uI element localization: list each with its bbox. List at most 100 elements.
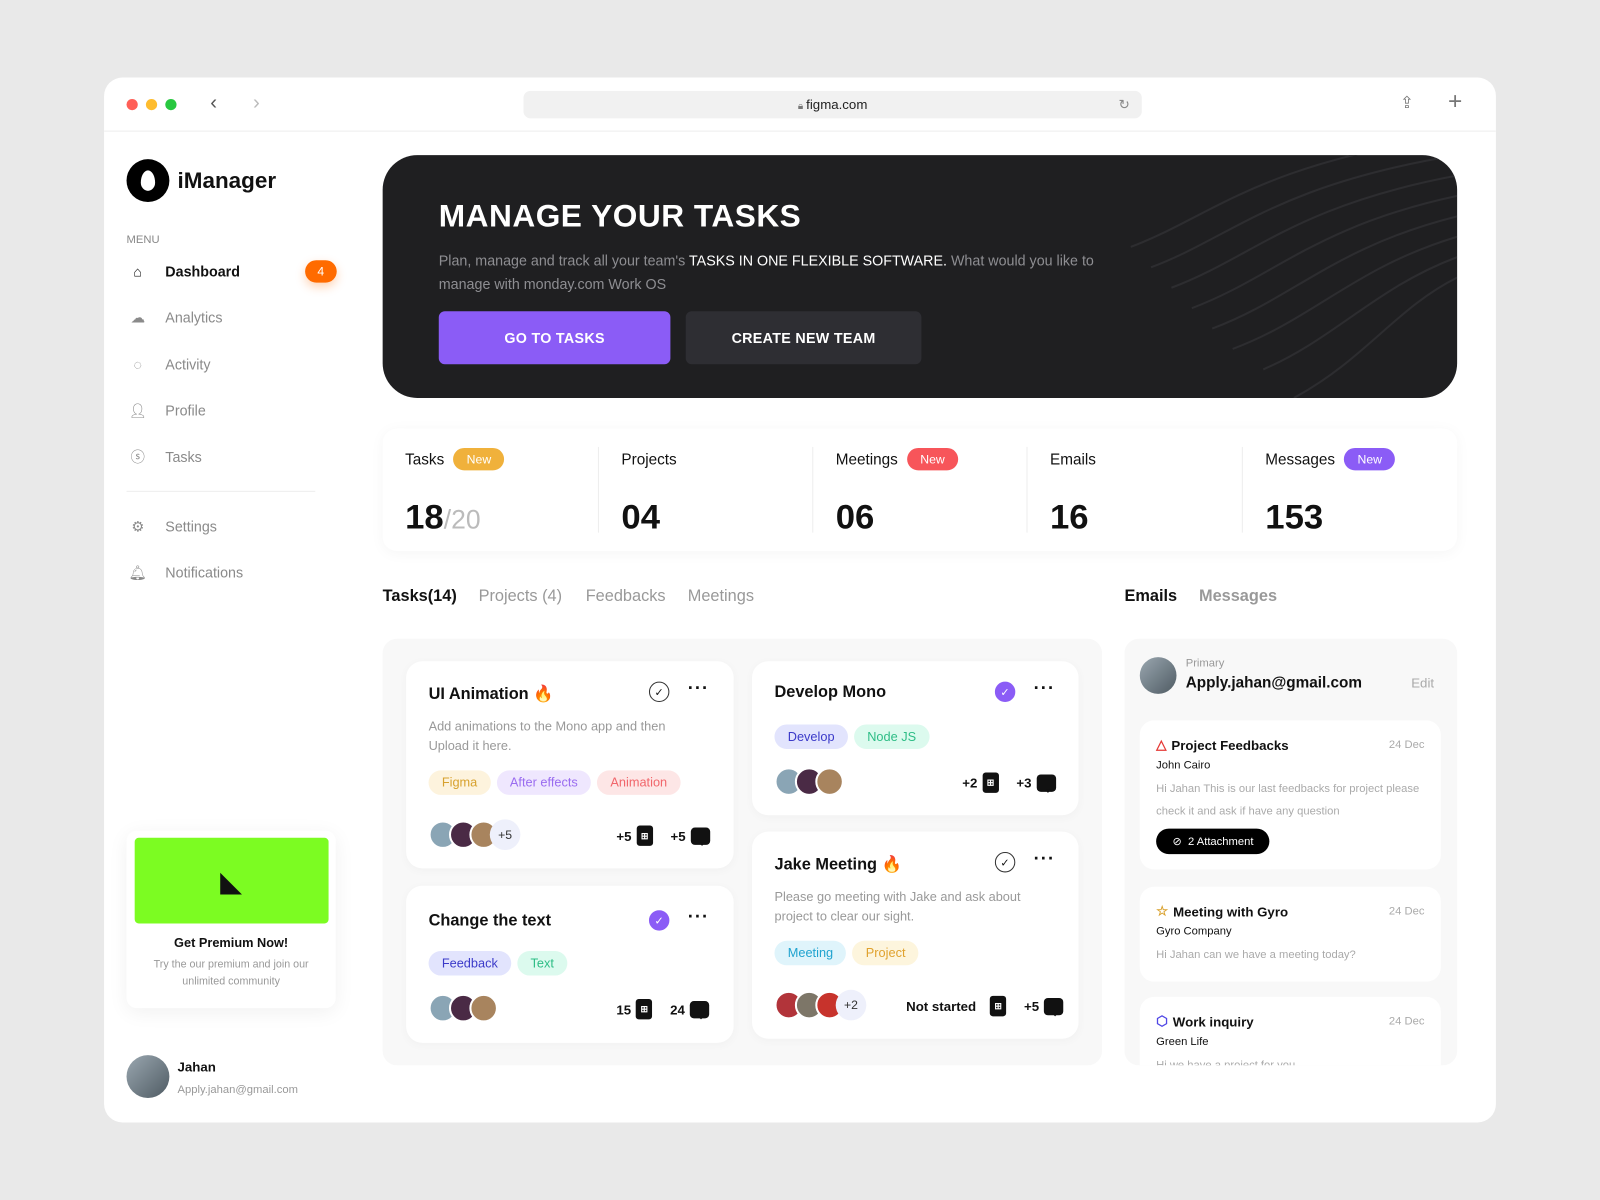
- tab-feedbacks[interactable]: Feedbacks: [585, 587, 666, 606]
- file-icon: ⊞: [636, 998, 653, 1020]
- dashboard-badge: 4: [305, 260, 337, 283]
- task-card[interactable]: Develop Mono ✓ ··· Develop Node JS +2 ⊞ +3: [752, 661, 1079, 816]
- minimize-window-button[interactable]: [145, 98, 158, 111]
- stat-tasks[interactable]: Tasks New 18/20: [383, 429, 597, 551]
- go-to-tasks-button[interactable]: GO TO TASKS: [438, 311, 671, 365]
- sidebar-item-settings[interactable]: ⚙︎ Settings: [127, 511, 341, 542]
- tab-projects[interactable]: Projects (4): [478, 587, 563, 606]
- brand-logo[interactable]: iManager: [126, 159, 277, 203]
- tab-messages[interactable]: Messages: [1198, 587, 1278, 606]
- stat-projects[interactable]: Projects 04: [599, 429, 813, 551]
- task-tags: Develop Node JS: [774, 724, 935, 749]
- tasks-panel: UI Animation 🔥 ✓ ··· Add animations to t…: [382, 638, 1103, 1066]
- tab-emails[interactable]: Emails: [1124, 587, 1178, 606]
- user-email: Apply.jahan@gmail.com: [177, 1083, 298, 1096]
- email-item[interactable]: ☆ Meeting with Gyro 24 Dec Gyro Company H…: [1139, 886, 1441, 982]
- assignees[interactable]: +5: [428, 819, 521, 850]
- sidebar-item-analytics[interactable]: ☁︎ Analytics: [127, 302, 341, 333]
- tag[interactable]: Feedback: [428, 951, 512, 976]
- email-sender: Gyro Company: [1156, 925, 1232, 938]
- stat-meetings[interactable]: Meetings New 06: [813, 429, 1027, 551]
- sidebar-item-label: Profile: [165, 402, 206, 419]
- tag[interactable]: Meeting: [774, 940, 847, 966]
- email-title: Work inquiry: [1172, 1013, 1254, 1030]
- complete-checkbox[interactable]: ✓: [648, 681, 670, 703]
- reload-icon[interactable]: ↻: [1118, 96, 1130, 113]
- banner-text-highlight: TASKS IN ONE FLEXIBLE SOFTWARE.: [688, 252, 947, 269]
- sidebar-item-profile[interactable]: 👤︎ Profile: [127, 395, 341, 426]
- more-options-icon[interactable]: ···: [1033, 847, 1056, 869]
- premium-title: Get Premium Now!: [174, 935, 289, 950]
- task-card[interactable]: UI Animation 🔥 ✓ ··· Add animations to t…: [406, 661, 734, 869]
- comment-icon: [1044, 997, 1064, 1016]
- banner-title: MANAGE YOUR TASKS: [438, 197, 802, 234]
- tab-tasks[interactable]: Tasks(14): [382, 587, 457, 606]
- plus-icon[interactable]: +: [1447, 87, 1463, 116]
- create-new-team-button[interactable]: CREATE NEW TEAM: [685, 311, 922, 365]
- attachment-button[interactable]: ⊘ 2 Attachment: [1156, 828, 1270, 855]
- email-item[interactable]: △ Project Feedbacks 24 Dec John Cairo Hi …: [1139, 720, 1441, 870]
- sidebar-item-dashboard[interactable]: ⌂ Dashboard 4: [127, 256, 341, 287]
- brand-name: iManager: [177, 167, 277, 193]
- stat-value: 153: [1265, 497, 1324, 537]
- more-options-icon[interactable]: ···: [687, 906, 710, 927]
- share-icon[interactable]: ⇪: [1399, 94, 1414, 113]
- more-assignees: +5: [489, 819, 521, 850]
- tag[interactable]: Animation: [597, 770, 681, 795]
- tag[interactable]: Node JS: [853, 724, 930, 749]
- stat-label: Meetings: [835, 450, 898, 468]
- home-icon: ⌂: [133, 263, 143, 280]
- assignees[interactable]: +2: [774, 989, 867, 1021]
- maximize-window-button[interactable]: [165, 98, 177, 111]
- more-options-icon[interactable]: ···: [687, 677, 710, 698]
- settings-icon: ⚙︎: [131, 517, 145, 535]
- user-avatar[interactable]: [126, 1055, 170, 1098]
- edit-button[interactable]: Edit: [1411, 675, 1435, 691]
- tab-meetings[interactable]: Meetings: [687, 587, 754, 606]
- stat-total: /20: [443, 504, 481, 535]
- tag[interactable]: Project: [852, 940, 919, 966]
- task-tags: Meeting Project: [774, 940, 924, 966]
- email-title: Project Feedbacks: [1171, 737, 1289, 753]
- premium-card[interactable]: ◣ Get Premium Now! Try the our premium a…: [126, 830, 336, 1009]
- sidebar-item-activity[interactable]: ◌ Activity: [127, 349, 341, 380]
- forward-icon[interactable]: ›: [253, 91, 260, 115]
- complete-checkbox[interactable]: ✓: [994, 852, 1016, 873]
- complete-checkbox[interactable]: ✓: [648, 910, 670, 931]
- assignees[interactable]: [774, 767, 844, 796]
- comment-count: +5: [670, 828, 686, 844]
- task-title: Change the text: [428, 912, 552, 930]
- back-icon[interactable]: ‹: [210, 91, 218, 115]
- task-card[interactable]: Change the text ✓ ··· Feedback Text 15 ⊞ 2…: [406, 885, 734, 1043]
- sidebar-item-notifications[interactable]: 🔔︎ Notifications: [127, 557, 341, 588]
- stat-value: 04: [621, 497, 661, 537]
- stat-value: 18: [405, 497, 444, 537]
- task-meta: +2 ⊞ +3: [962, 772, 1057, 793]
- tag[interactable]: Develop: [774, 724, 848, 749]
- banner-text-c: What would you like to manage with monda…: [438, 252, 1094, 292]
- stat-label: Messages: [1265, 450, 1336, 468]
- email-item[interactable]: ⬡Work inquiry 24 Dec Green Life Hi we ha…: [1139, 996, 1441, 1066]
- comment-count: 24: [670, 1001, 685, 1017]
- stat-emails[interactable]: Emails 16: [1028, 429, 1242, 551]
- sidebar-divider: [126, 490, 316, 492]
- task-tags: Feedback Text: [428, 951, 574, 976]
- complete-checkbox[interactable]: ✓: [994, 681, 1016, 703]
- task-title-text: UI Animation: [428, 685, 529, 704]
- email-date: 24 Dec: [1388, 905, 1425, 918]
- task-card[interactable]: Jake Meeting 🔥 ✓ ··· Please go meeting w…: [752, 831, 1079, 1039]
- more-options-icon[interactable]: ···: [1033, 677, 1056, 698]
- file-count: +2: [962, 774, 978, 791]
- sidebar-item-label: Settings: [165, 518, 217, 535]
- tag[interactable]: Text: [517, 951, 568, 976]
- sidebar-item-tasks[interactable]: ⓢ Tasks: [127, 442, 341, 473]
- address-bar[interactable]: 🔒︎ figma.com ↻: [523, 90, 1142, 119]
- close-window-button[interactable]: [126, 98, 138, 111]
- tag[interactable]: After effects: [496, 770, 592, 795]
- activity-icon: ◌: [133, 356, 142, 373]
- assignees[interactable]: [428, 993, 498, 1023]
- tag[interactable]: Figma: [428, 770, 491, 795]
- stat-messages[interactable]: Messages New 153: [1243, 429, 1457, 551]
- email-date: 24 Dec: [1388, 738, 1425, 752]
- sidebar-item-label: Tasks: [165, 448, 202, 466]
